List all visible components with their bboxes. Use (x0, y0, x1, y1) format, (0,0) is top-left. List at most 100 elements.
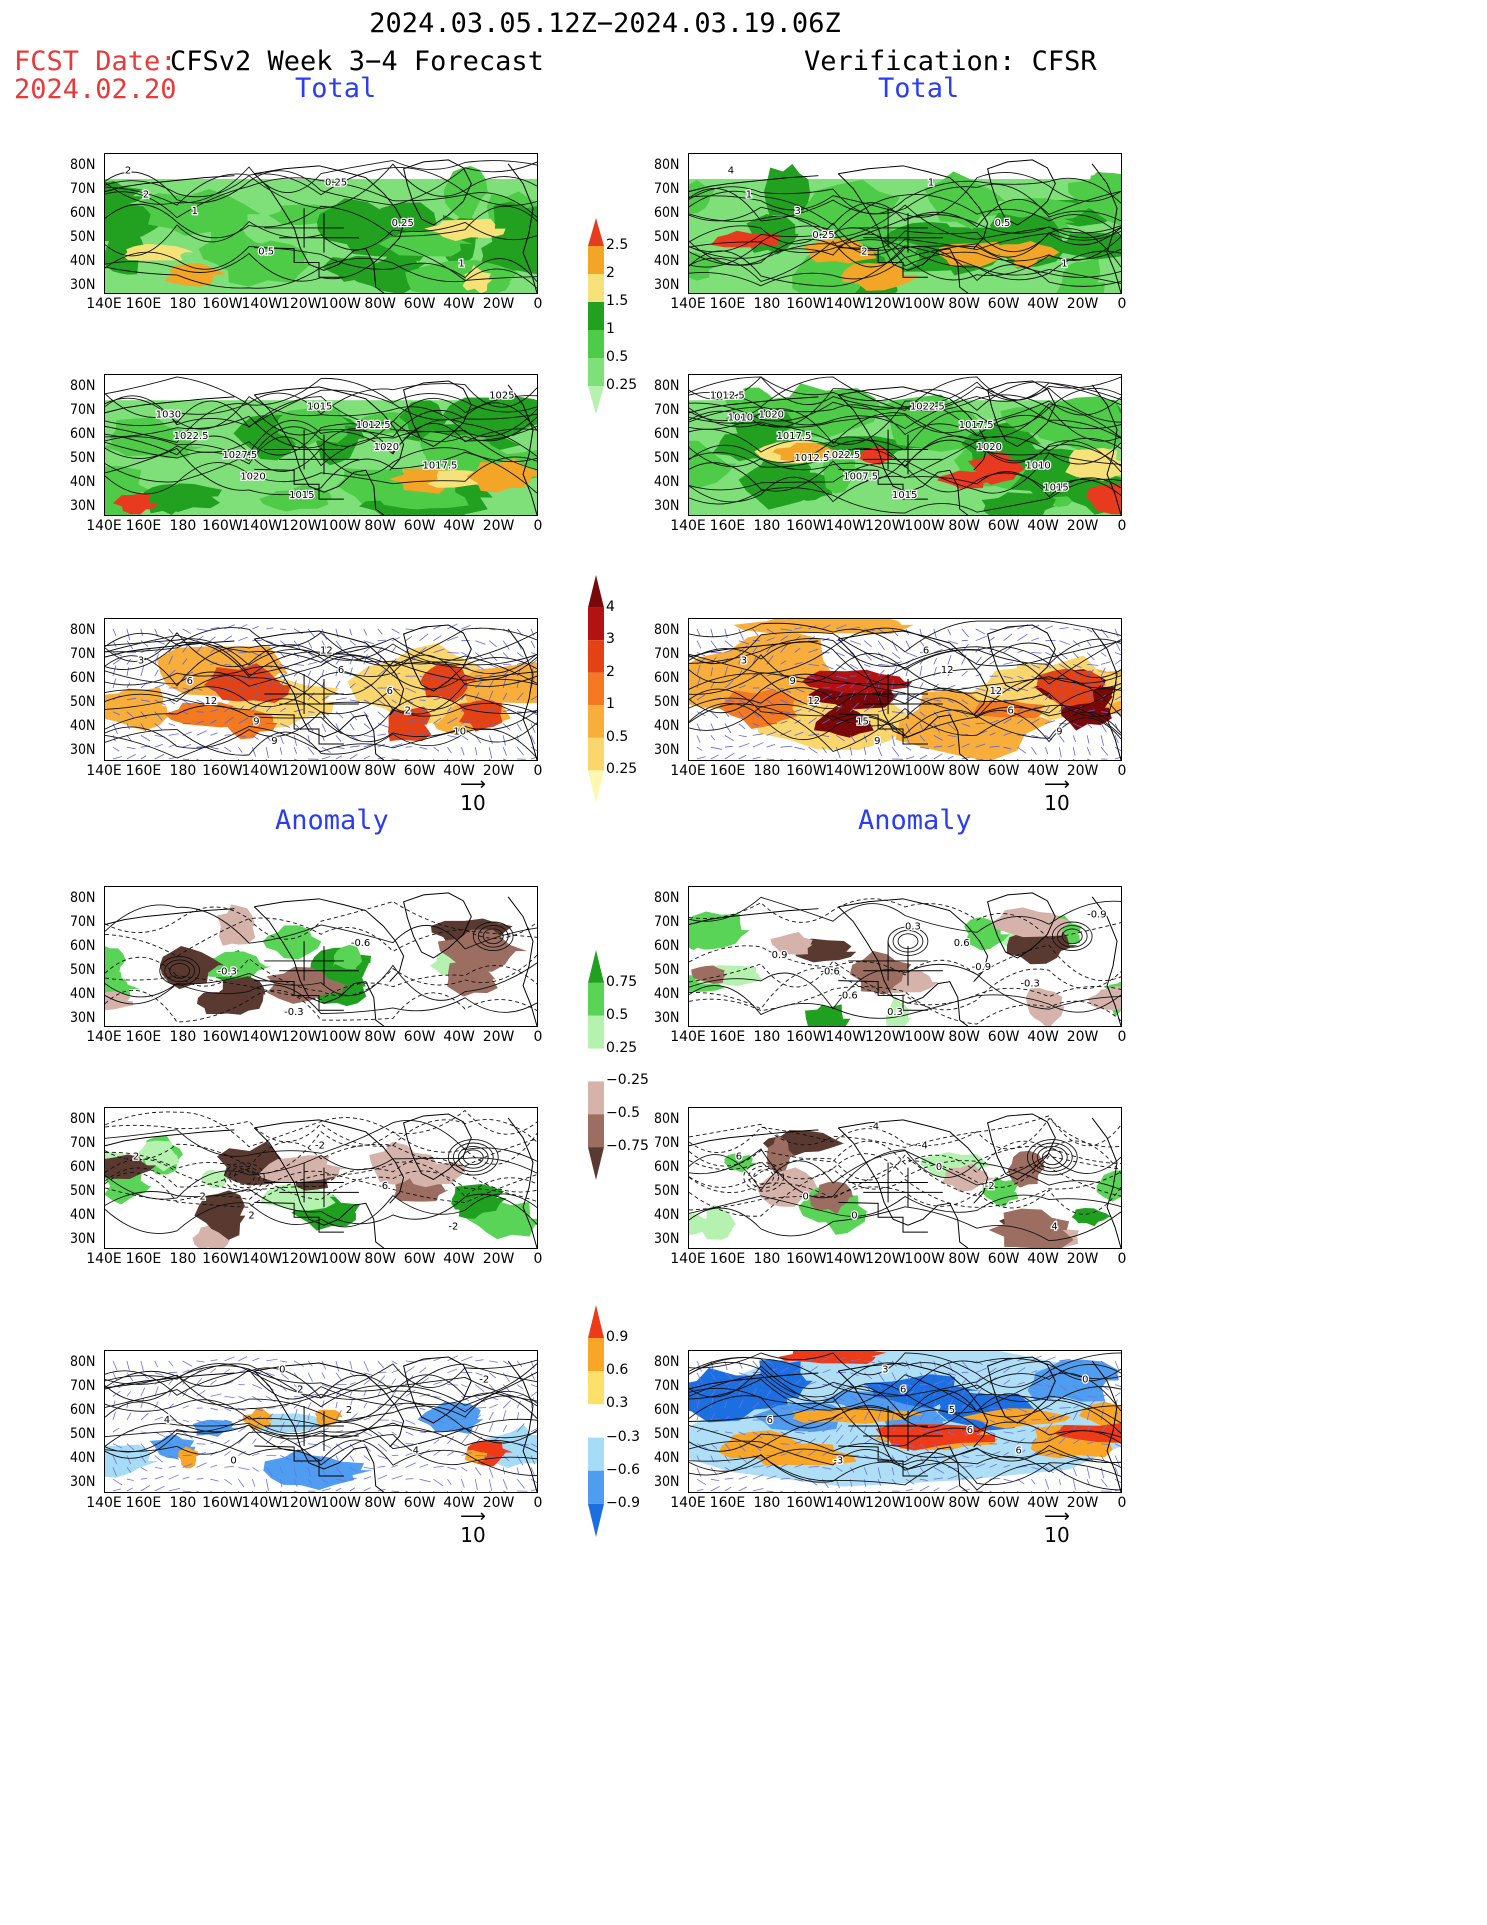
colorbar-tick-label: 1 (606, 696, 615, 713)
lon-tick-label: 60W (403, 1495, 436, 1511)
wind-vector (196, 645, 203, 653)
contour-ring (1026, 1139, 1078, 1176)
wind-vector (363, 1476, 372, 1480)
shaded-region (136, 1140, 180, 1172)
colorbar-tick-label: −0.9 (606, 1494, 640, 1511)
wind-vector (461, 1467, 468, 1472)
lon-tick-label: 0 (1117, 1251, 1127, 1267)
wind-vector (877, 1425, 882, 1433)
coastline (689, 640, 819, 658)
wind-vector (168, 1443, 175, 1449)
wind-vector (1044, 1479, 1050, 1490)
map-left-wind: 6 9 12 6 10 3 12 9 6 2 (104, 618, 538, 761)
wind-vector (405, 731, 414, 736)
contour-label: 6 (338, 665, 344, 676)
map-right-aprecip: -0.6 0.3 0.6 -0.3 -0.9 0.9 -0.6 0.3 -0.9 (688, 886, 1122, 1027)
wind-vector (961, 643, 969, 653)
colorbar-segment (588, 358, 604, 386)
wind-vector (892, 711, 904, 714)
wind-vector (307, 1467, 311, 1477)
wind-vector (947, 699, 954, 704)
wind-vector (1101, 711, 1109, 713)
wind-vector (530, 746, 537, 752)
wind-vector (140, 1397, 145, 1409)
wind-vector (863, 735, 868, 743)
wind-vector (808, 663, 820, 667)
wind-vector (863, 1372, 873, 1380)
wind-vector (433, 625, 442, 630)
wind-vector (279, 1490, 282, 1492)
wind-vector (864, 1360, 876, 1364)
shaded-region (792, 179, 901, 241)
lon-tick-label: 160W (786, 1495, 827, 1511)
wind-vector (405, 719, 417, 724)
wind-vector (516, 1412, 520, 1421)
lat-tick-label: 50N (654, 694, 680, 710)
contour-label: 1015 (289, 490, 314, 501)
wind-vector (419, 646, 427, 653)
wind-vector (766, 1490, 774, 1492)
wind-vector (489, 673, 495, 677)
wind-vector (710, 640, 718, 650)
contour-line (105, 456, 537, 495)
wind-vector (696, 711, 706, 717)
contour-ring (447, 1139, 499, 1176)
lon-tick-label: 40W (1027, 296, 1059, 312)
contour-label: 6 (900, 1384, 906, 1395)
map-right-aslp: 0 -4 -2 4 6 0 -4 0 (688, 1107, 1122, 1249)
lon-tick-label: 40W (443, 296, 475, 312)
wind-vector (1073, 663, 1082, 668)
colorbar-segment (588, 1503, 604, 1537)
wind-vector (461, 1356, 473, 1362)
wind-vector (377, 628, 383, 635)
contour-line (689, 1365, 1121, 1412)
contour-ring (457, 1146, 489, 1169)
wind-vector (1086, 628, 1093, 633)
wind-vector (808, 1465, 820, 1468)
lat-tick-label: 50N (654, 450, 680, 466)
contour-line (105, 655, 537, 690)
wind-vector (391, 1431, 397, 1436)
wind-vector (335, 680, 341, 689)
wind-vector (363, 1455, 371, 1461)
wind-vector (1101, 1443, 1110, 1446)
colorbar-storm_anom (588, 1305, 604, 1537)
contour-label: 9 (1056, 726, 1062, 737)
wind-vector (710, 1467, 718, 1476)
contour-line (689, 396, 1121, 434)
coastline (689, 175, 819, 192)
wind-vector (822, 1395, 829, 1400)
wind-vector (836, 624, 847, 630)
coastline (264, 208, 359, 253)
lon-tick-label: 140W (825, 763, 867, 779)
wind-vector (1086, 691, 1092, 701)
lon-tick-label: 180 (169, 1029, 197, 1045)
shaded-region (981, 1176, 1019, 1207)
wind-vector (780, 699, 788, 704)
wind-vector (224, 635, 233, 642)
coastline (838, 630, 989, 716)
wind-vector (836, 1416, 844, 1421)
wind-vector (488, 747, 493, 759)
coastline (507, 384, 537, 515)
lon-tick-label: 140E (86, 1495, 122, 1511)
lon-tick-label: 140E (86, 1029, 122, 1045)
wind-vector (1017, 650, 1024, 653)
wind-vector (1003, 1490, 1005, 1492)
wind-vector (989, 636, 995, 642)
wind-vector (196, 628, 208, 631)
wind-vector (696, 676, 701, 689)
wind-vector (433, 1465, 444, 1468)
coastline (689, 1372, 819, 1390)
contour-label: -0.6 (838, 990, 857, 1001)
contour-line (105, 1422, 537, 1447)
wind-vector (210, 1464, 218, 1468)
shaded-region (458, 700, 503, 732)
wind-vector (349, 1467, 358, 1472)
wind-vector (933, 699, 942, 702)
wind-vector (516, 1384, 524, 1390)
wind-vector (808, 733, 820, 736)
contour-label: -3 (833, 1455, 843, 1466)
wind-vector (265, 681, 274, 689)
wind-vector (696, 628, 701, 637)
